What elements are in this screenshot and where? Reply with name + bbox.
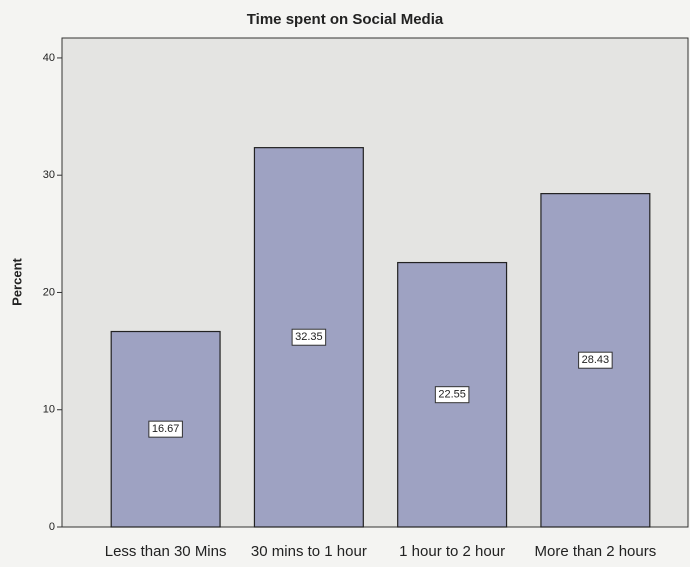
y-tick-label: 30 <box>43 169 55 181</box>
data-label-box <box>578 351 613 369</box>
x-tick-label: Less than 30 Mins <box>105 543 227 560</box>
y-axis-label: Percent <box>9 257 24 305</box>
x-tick-label: More than 2 hours <box>535 543 657 560</box>
y-tick-label: 20 <box>43 286 55 298</box>
data-label: 28.43 <box>582 354 610 366</box>
y-tick-label: 0 <box>49 521 55 533</box>
data-label: 16.67 <box>152 423 180 435</box>
data-label-box <box>291 328 327 346</box>
data-label: 22.55 <box>438 389 466 401</box>
x-tick-label: 1 hour to 2 hour <box>399 543 505 560</box>
y-tick-label: 10 <box>43 404 55 416</box>
data-label-box <box>148 420 183 438</box>
data-label-box <box>434 386 470 404</box>
x-tick-label: 30 mins to 1 hour <box>251 543 367 560</box>
chart-title: Time spent on Social Media <box>247 11 444 28</box>
data-label: 32.35 <box>295 331 323 343</box>
y-tick-label: 40 <box>43 52 55 64</box>
